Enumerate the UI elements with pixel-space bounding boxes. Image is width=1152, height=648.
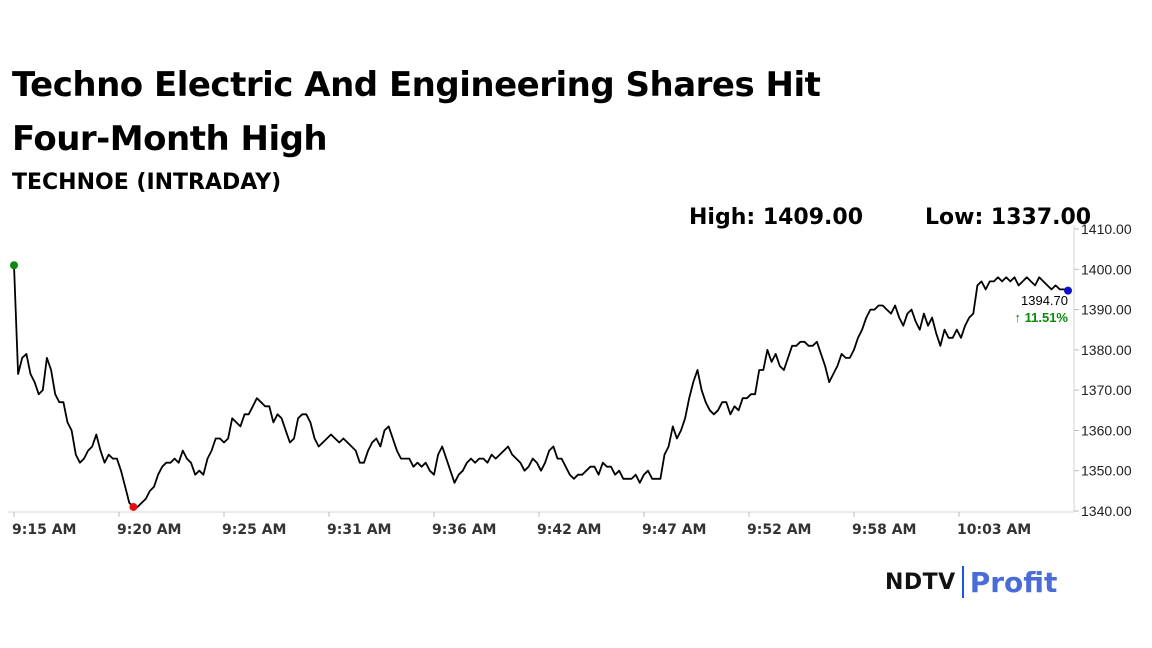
y-tick-label: 1380.00: [1081, 342, 1132, 358]
x-tick-label: 9:20 AM: [117, 522, 181, 538]
x-tick-label: 9:42 AM: [537, 522, 601, 538]
y-tick-label: 1390.00: [1081, 302, 1132, 318]
open-marker: [10, 261, 18, 270]
x-tick-label: 9:36 AM: [432, 522, 496, 538]
x-tick-label: 9:58 AM: [852, 522, 916, 538]
y-tick-label: 1410.00: [1081, 221, 1132, 237]
high-value: High: 1409.00: [689, 205, 864, 230]
x-tick-label: 9:52 AM: [747, 522, 811, 538]
brand-separator: [961, 566, 964, 598]
price-line: [13, 265, 1069, 508]
brand-ndtv-text: NDTV: [885, 569, 956, 595]
x-tick-label: 9:15 AM: [12, 522, 76, 538]
y-tick-label: 1400.00: [1081, 261, 1132, 277]
x-tick-label: 10:03 AM: [957, 522, 1031, 538]
x-tick-label: 9:25 AM: [222, 522, 286, 538]
y-tick-label: 1350.00: [1081, 463, 1132, 479]
ticker-subheading: TECHNOE (INTRADAY): [12, 170, 282, 195]
y-tick-label: 1370.00: [1081, 382, 1132, 398]
last-price-label: 1394.70: [1021, 293, 1068, 308]
x-tick-label: 9:31 AM: [327, 522, 391, 538]
headline: Techno Electric And Engineering Shares H…: [12, 65, 821, 159]
change-percent-label: ↑ 11.51%: [1015, 310, 1069, 325]
last-price-marker: [1064, 286, 1072, 295]
y-tick-label: 1360.00: [1081, 422, 1132, 438]
x-tick-label: 9:47 AM: [642, 522, 706, 538]
low-value: Low: 1337.00: [925, 205, 1092, 230]
brand-profit-text: Profit: [969, 565, 1058, 599]
ndtv-profit-logo: NDTV Profit: [885, 562, 1057, 602]
y-tick-label: 1340.00: [1081, 503, 1132, 519]
low-marker: [129, 502, 138, 511]
